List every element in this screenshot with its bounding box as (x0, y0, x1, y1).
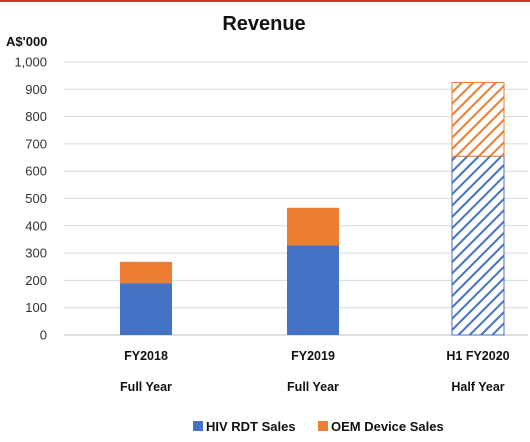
y-tick-label: 300 (25, 246, 47, 261)
bar-hiv-rdt-0 (120, 283, 172, 335)
y-tick-label: 100 (25, 300, 47, 315)
legend-swatch-hiv-rdt (193, 421, 203, 431)
bar-oem-device-0 (120, 261, 172, 284)
bar-oem-device-1 (287, 207, 339, 246)
y-tick-label: 200 (25, 273, 47, 288)
bar-oem-device-2 (451, 81, 505, 157)
y-tick-label: 0 (40, 328, 47, 343)
legend-label: OEM Device Sales (331, 419, 444, 434)
bar-group (120, 81, 505, 336)
top-accent-line (0, 0, 530, 2)
legend-swatch-oem-device (318, 421, 328, 431)
bar-hiv-rdt-1 (287, 245, 339, 335)
y-axis-unit-label: A$'000 (6, 34, 47, 49)
y-tick-label: 400 (25, 218, 47, 233)
x-category-label: FY2019 (291, 349, 335, 363)
gridlines (64, 61, 528, 336)
x-period-label: Half Year (451, 380, 504, 394)
y-tick-label: 700 (25, 136, 47, 151)
y-tick-label: 900 (25, 82, 47, 97)
y-axis-ticks: 0 100 200 300 400 500 600 700 800 900 1,000 (14, 55, 47, 343)
legend: HIV RDT Sales OEM Device Sales (193, 419, 444, 434)
y-tick-label: 500 (25, 191, 47, 206)
x-category-label: H1 FY2020 (446, 349, 509, 363)
x-category-label: FY2018 (124, 349, 168, 363)
bar-hiv-rdt-2 (451, 155, 505, 336)
chart-title: Revenue (222, 13, 305, 35)
y-tick-label: 600 (25, 164, 47, 179)
x-axis-categories: FY2018 Full Year FY2019 Full Year H1 FY2020 H… (120, 349, 510, 394)
x-period-label: Full Year (287, 380, 339, 394)
x-period-label: Full Year (120, 380, 172, 394)
y-tick-label: 800 (25, 109, 47, 124)
legend-label: HIV RDT Sales (206, 419, 296, 434)
y-tick-label: 1,000 (14, 55, 47, 70)
